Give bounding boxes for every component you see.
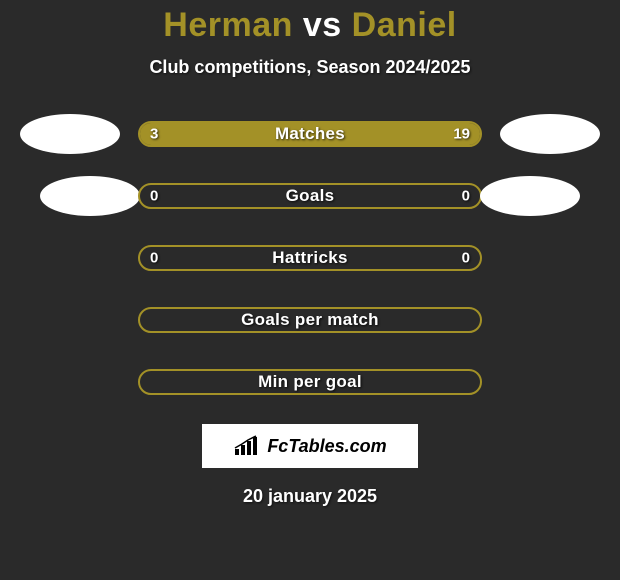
date: 20 january 2025 [0, 486, 620, 507]
stat-value-right: 19 [453, 126, 470, 143]
stat-label: Min per goal [140, 372, 480, 392]
player1-avatar [20, 114, 120, 154]
player2-avatar [500, 114, 600, 154]
stat-label: Matches [140, 124, 480, 144]
stats-list: 3 Matches 19 0 Goals 0 0 Hattr [0, 114, 620, 402]
avatar-spacer [500, 300, 600, 340]
subtitle: Club competitions, Season 2024/2025 [0, 57, 620, 78]
stat-bar: 0 Goals 0 [138, 183, 482, 209]
avatar-spacer [500, 238, 600, 278]
comparison-canvas: Herman vs Daniel Club competitions, Seas… [0, 0, 620, 580]
avatar-spacer [500, 362, 600, 402]
title-vs: vs [303, 6, 342, 44]
stat-bar: 3 Matches 19 [138, 121, 482, 147]
logo-text: FcTables.com [267, 436, 386, 457]
player1-avatar [40, 176, 140, 216]
player2-avatar [480, 176, 580, 216]
avatar-spacer [20, 300, 120, 340]
page-title: Herman vs Daniel [0, 0, 620, 45]
stat-value-right: 0 [462, 250, 470, 267]
stat-row: Goals per match [0, 300, 620, 340]
stat-label: Hattricks [140, 248, 480, 268]
title-player2: Daniel [352, 6, 457, 44]
stat-bar: Min per goal [138, 369, 482, 395]
logo[interactable]: FcTables.com [202, 424, 418, 468]
title-player1: Herman [163, 6, 293, 44]
stat-bar: 0 Hattricks 0 [138, 245, 482, 271]
avatar-spacer [20, 238, 120, 278]
stat-bar: Goals per match [138, 307, 482, 333]
stat-row: 0 Goals 0 [0, 176, 620, 216]
bar-chart-icon [233, 435, 261, 457]
stat-value-right: 0 [462, 188, 470, 205]
stat-row: 0 Hattricks 0 [0, 238, 620, 278]
stat-label: Goals [140, 186, 480, 206]
stat-label: Goals per match [140, 310, 480, 330]
avatar-spacer [20, 362, 120, 402]
stat-row: 3 Matches 19 [0, 114, 620, 154]
stat-row: Min per goal [0, 362, 620, 402]
